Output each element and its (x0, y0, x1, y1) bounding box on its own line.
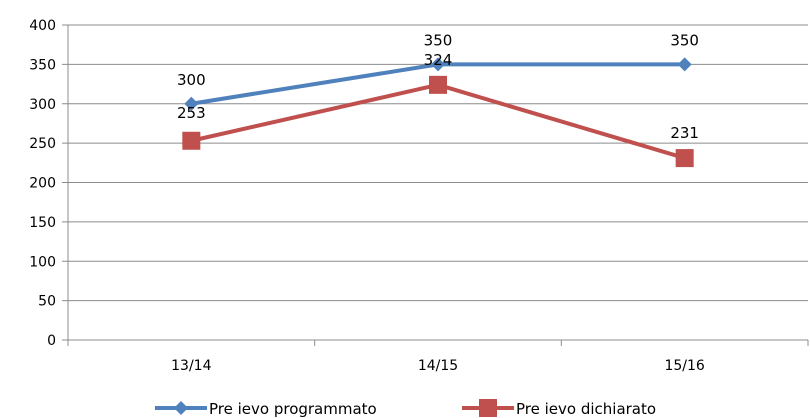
point-marker (675, 149, 694, 168)
axes (67, 25, 809, 346)
x-tick-label: 15/16 (664, 358, 704, 374)
point-marker (174, 401, 188, 415)
data-label: 350 (670, 31, 699, 49)
point-marker (429, 75, 447, 94)
data-label: 324 (424, 51, 453, 69)
y-tick-label: 400 (29, 18, 56, 34)
gridlines (62, 24, 808, 341)
y-tick-label: 250 (29, 136, 56, 152)
x-axis-tick-labels: 13/14 14/15 15/16 (171, 358, 705, 374)
legend-label: Pre ievo programmato (209, 400, 377, 418)
legend: Pre ievo programmato Pre ievo dichiarato (155, 399, 656, 418)
x-tick-label: 14/15 (418, 358, 458, 374)
data-label: 350 (424, 31, 453, 49)
y-tick-label: 0 (47, 333, 56, 349)
series-lines (182, 57, 694, 168)
point-marker (479, 399, 497, 417)
data-label: 253 (177, 104, 206, 122)
data-labels: 300 350 350 253 324 231 (177, 31, 699, 142)
y-tick-label: 200 (29, 176, 56, 192)
point-marker (677, 57, 692, 72)
point-marker (182, 131, 201, 150)
y-tick-label: 50 (38, 294, 56, 310)
legend-label: Pre ievo dichiarato (516, 400, 656, 418)
point-marker (184, 96, 199, 111)
legend-item: Pre ievo programmato (155, 400, 377, 418)
y-tick-label: 150 (29, 215, 56, 231)
legend-item: Pre ievo dichiarato (462, 399, 656, 418)
y-tick-label: 350 (29, 57, 56, 73)
y-tick-label: 100 (29, 254, 56, 270)
series-line (190, 82, 686, 161)
data-label: 300 (177, 71, 206, 89)
point-marker (431, 57, 445, 72)
y-axis-tick-labels: 0 50 100 150 200 250 300 350 400 (29, 18, 56, 349)
y-tick-label: 300 (29, 97, 56, 113)
data-label: 231 (670, 124, 699, 142)
x-tick-label: 13/14 (171, 358, 211, 374)
